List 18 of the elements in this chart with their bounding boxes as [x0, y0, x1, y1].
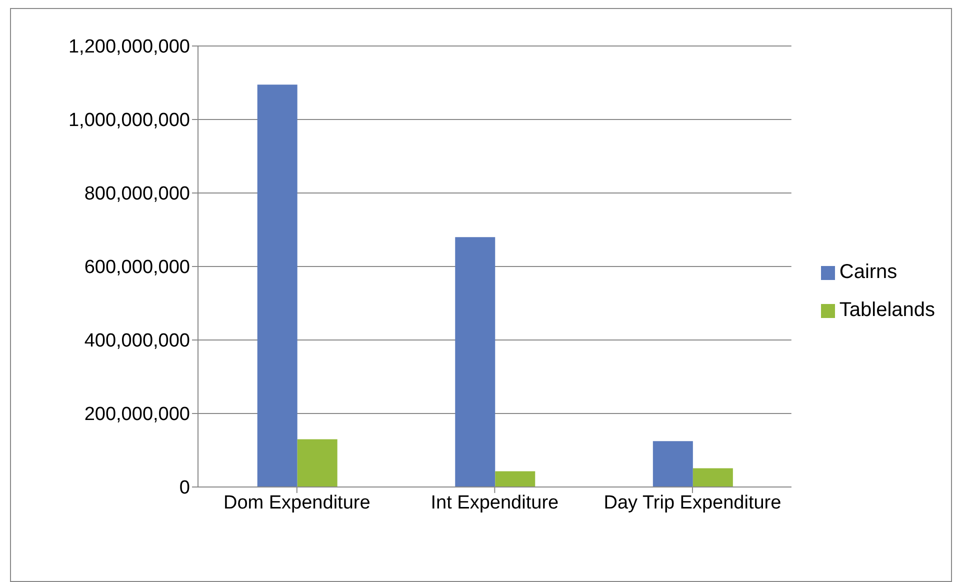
bar [455, 237, 496, 487]
y-tick-label: 1,200,000,000 [68, 36, 190, 58]
bar [692, 468, 733, 487]
legend-label: Tablelands [839, 299, 935, 321]
x-tick-label: Dom Expenditure [223, 492, 370, 514]
y-tick-label: 0 [179, 478, 190, 499]
bar [495, 471, 536, 487]
x-tick-label: Day Trip Expenditure [604, 492, 782, 514]
y-tick-label: 400,000,000 [84, 330, 190, 352]
y-tick-label: 800,000,000 [84, 184, 190, 205]
y-tick-label: 600,000,000 [84, 257, 190, 278]
y-tick-label: 1,000,000,000 [68, 110, 190, 132]
bar [652, 441, 693, 487]
x-tick-label: Int Expenditure [430, 492, 559, 514]
legend-label: Cairns [839, 261, 898, 283]
bar [297, 439, 338, 487]
y-tick-label: 200,000,000 [84, 404, 190, 426]
bar [257, 84, 298, 487]
